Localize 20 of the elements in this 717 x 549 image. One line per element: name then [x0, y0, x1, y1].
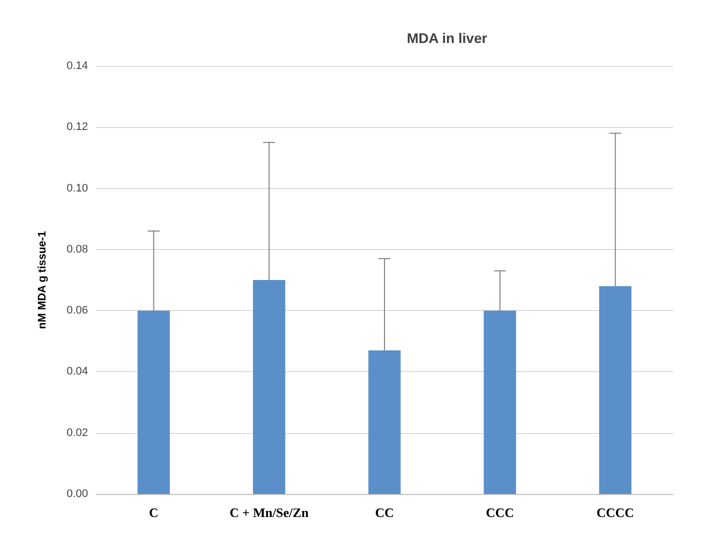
- y-tick-label: 0.14: [66, 60, 88, 72]
- bar: [252, 280, 286, 494]
- y-tick-label: 0.08: [66, 243, 88, 256]
- bar: [138, 310, 170, 494]
- bar: [484, 310, 516, 494]
- y-tick-label: 0.10: [66, 182, 88, 194]
- chart-title: MDA in liver: [406, 30, 488, 46]
- y-tick-label: 0.12: [66, 121, 88, 134]
- y-tick-label: 0.00: [66, 488, 88, 500]
- y-tick-label: 0.04: [66, 366, 88, 378]
- bar: [599, 286, 632, 494]
- x-tick-label: C + Mn/Se/Zn: [230, 505, 310, 520]
- x-tick-label: CCCC: [596, 505, 634, 520]
- bar: [368, 350, 401, 494]
- y-tick-label: 0.06: [66, 304, 88, 317]
- x-tick-label: C: [149, 505, 158, 520]
- x-tick-label: CCC: [486, 505, 514, 520]
- y-tick-label: 0.02: [66, 426, 88, 439]
- x-tick-label: CC: [375, 505, 394, 520]
- y-axis-title: nM MDA g tissue-1: [36, 231, 48, 329]
